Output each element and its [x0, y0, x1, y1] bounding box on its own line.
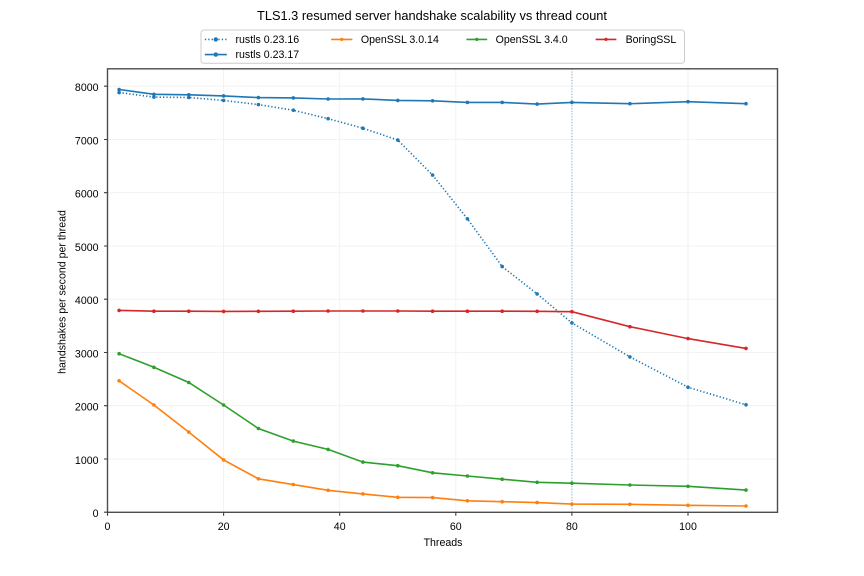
svg-text:1000: 1000 — [75, 455, 99, 467]
svg-text:TLS1.3 resumed server handshak: TLS1.3 resumed server handshake scalabil… — [257, 8, 607, 23]
svg-text:2000: 2000 — [75, 402, 99, 414]
svg-text:7000: 7000 — [75, 135, 99, 147]
svg-text:0: 0 — [93, 508, 99, 520]
svg-text:rustls 0.23.17: rustls 0.23.17 — [236, 49, 300, 61]
svg-text:20: 20 — [218, 521, 230, 533]
svg-text:handshakes per second per thre: handshakes per second per thread — [57, 210, 69, 374]
svg-text:BoringSSL: BoringSSL — [626, 34, 677, 46]
svg-text:6000: 6000 — [75, 189, 99, 201]
svg-text:100: 100 — [679, 521, 697, 533]
svg-text:OpenSSL 3.0.14: OpenSSL 3.0.14 — [361, 34, 439, 46]
svg-text:80: 80 — [566, 521, 578, 533]
svg-text:OpenSSL 3.4.0: OpenSSL 3.4.0 — [496, 34, 568, 46]
svg-text:rustls 0.23.16: rustls 0.23.16 — [236, 34, 300, 46]
svg-text:4000: 4000 — [75, 295, 99, 307]
svg-text:0: 0 — [105, 521, 111, 533]
svg-text:8000: 8000 — [75, 82, 99, 94]
svg-text:3000: 3000 — [75, 348, 99, 360]
svg-text:40: 40 — [334, 521, 346, 533]
svg-text:Threads: Threads — [424, 537, 463, 549]
svg-text:5000: 5000 — [75, 242, 99, 254]
svg-text:60: 60 — [450, 521, 462, 533]
